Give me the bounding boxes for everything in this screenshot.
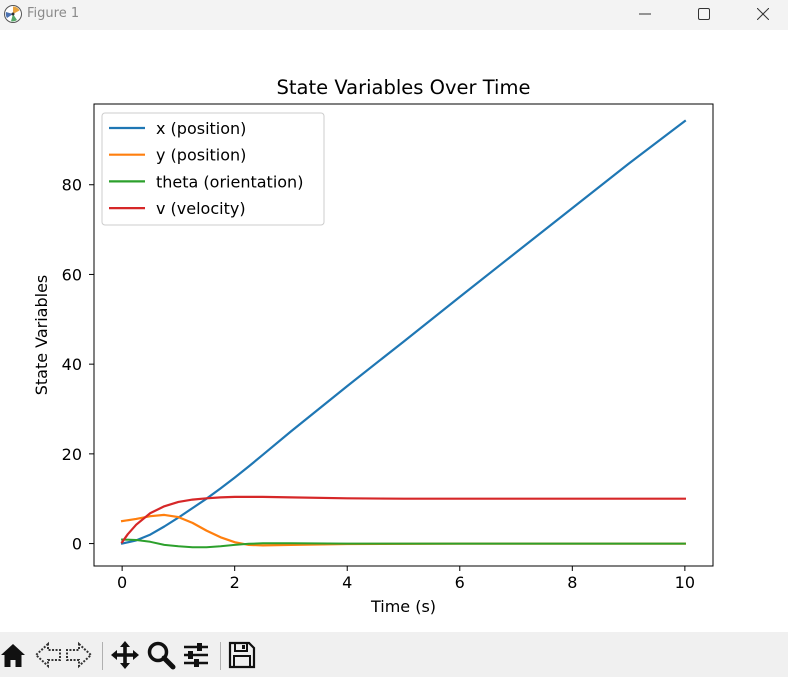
zoom-icon	[147, 641, 176, 670]
minimize-icon	[639, 13, 651, 15]
minimize-button[interactable]	[622, 0, 668, 30]
close-icon	[757, 8, 769, 20]
maximize-icon	[698, 8, 710, 20]
window-title: Figure 1	[27, 6, 80, 21]
legend-label: v (velocity)	[156, 199, 246, 218]
save-icon	[228, 641, 256, 669]
series-line-3	[121, 538, 686, 549]
forward-icon	[66, 641, 93, 669]
x-tick-label: 0	[117, 573, 127, 592]
x-tick-label: 4	[342, 573, 352, 592]
close-button[interactable]	[740, 0, 786, 30]
legend-label: theta (orientation)	[156, 172, 303, 191]
x-tick-label: 6	[455, 573, 465, 592]
pan-button[interactable]	[110, 640, 140, 670]
toolbar-separator	[220, 642, 221, 670]
back-button[interactable]	[33, 640, 63, 670]
back-icon	[34, 641, 61, 669]
x-axis-label: Time (s)	[370, 597, 436, 616]
window-titlebar: Figure 1	[0, 0, 788, 30]
home-icon	[1, 644, 25, 667]
subplots-button[interactable]	[182, 640, 212, 670]
navigation-toolbar	[0, 632, 788, 677]
home-button[interactable]	[0, 640, 30, 670]
line-chart: State Variables Over Time 0 2 4 6 8 10 0 20 40 60 8…	[32, 76, 714, 616]
legend-box	[101, 112, 325, 226]
chart-title: State Variables Over Time	[277, 76, 531, 99]
series-line-4	[120, 495, 687, 544]
y-tick-label: 60	[62, 265, 82, 284]
y-axis-label: State Variables	[32, 275, 51, 396]
legend-label: x (position)	[156, 119, 246, 138]
legend-label: y (position)	[156, 146, 246, 165]
maximize-button[interactable]	[681, 0, 727, 30]
x-tick-label: 8	[567, 573, 577, 592]
series-line-1	[120, 119, 687, 545]
x-tick-label: 10	[675, 573, 695, 592]
zoom-button[interactable]	[146, 640, 176, 670]
save-button[interactable]	[227, 640, 257, 670]
figure-canvas: State Variables Over Time 0 2 4 6 8 10 0 20 40 60 8…	[0, 30, 788, 632]
subplots-icon	[184, 643, 208, 667]
y-tick-label: 0	[72, 535, 82, 554]
pan-icon	[111, 641, 139, 669]
y-tick-label: 40	[62, 355, 82, 374]
series-line-2	[120, 513, 687, 547]
matplotlib-logo-icon	[3, 4, 23, 24]
toolbar-separator	[102, 642, 103, 670]
y-tick-label: 20	[62, 445, 82, 464]
x-tick-label: 2	[230, 573, 240, 592]
y-tick-label: 80	[62, 176, 82, 195]
forward-button[interactable]	[64, 640, 94, 670]
plot-frame	[93, 103, 714, 567]
